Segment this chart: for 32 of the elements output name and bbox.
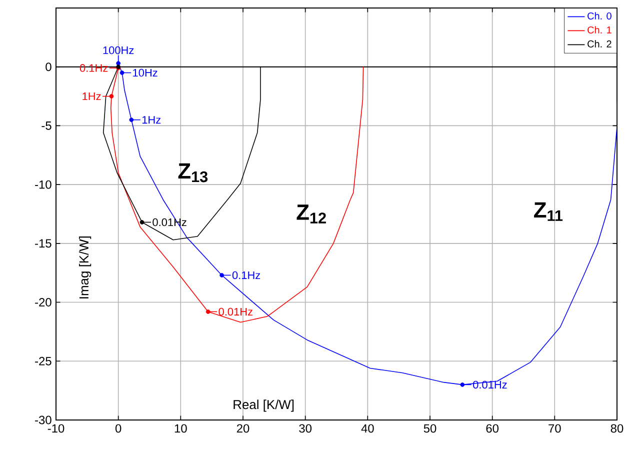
y-tick-label: -5 bbox=[42, 122, 52, 130]
x-tick-label: 20 bbox=[236, 424, 250, 433]
x-axis-title: Real [K/W] bbox=[234, 400, 294, 412]
x-tick-label: 10 bbox=[174, 424, 187, 433]
y-axis-title: Imag [K/W] bbox=[79, 236, 92, 298]
annotation: Z$_{12}$ bbox=[296, 204, 326, 224]
legend-label: Ch. 1 bbox=[588, 26, 612, 34]
y-tick-label: 0 bbox=[46, 62, 52, 72]
y-tick-label: -10 bbox=[35, 180, 52, 189]
y-tick-label: -30 bbox=[35, 416, 52, 424]
annotation: 0.1Hz bbox=[232, 271, 260, 280]
annotation: 100Hz bbox=[103, 46, 134, 54]
x-tick-label: -10 bbox=[48, 424, 64, 433]
y-tick-label: -15 bbox=[35, 239, 52, 248]
annotation: 1Hz bbox=[142, 116, 161, 124]
annotation: Z$_{11}$ bbox=[534, 202, 563, 221]
y-tick-label: -20 bbox=[35, 298, 52, 307]
y-tick-label: -25 bbox=[35, 356, 52, 366]
annotation: 10Hz bbox=[133, 68, 158, 77]
annotation: Z$_{13}$ bbox=[178, 163, 208, 182]
legend-label: Ch. 2 bbox=[588, 40, 612, 48]
annotation: 1Hz bbox=[82, 92, 101, 100]
x-tick-label: 0 bbox=[115, 424, 122, 433]
x-tick-label: 40 bbox=[361, 424, 374, 433]
x-tick-label: 70 bbox=[548, 424, 561, 433]
x-tick-label: 50 bbox=[424, 424, 436, 433]
legend-label: Ch. 0 bbox=[588, 12, 612, 20]
annotation: 0.01Hz bbox=[473, 380, 507, 389]
annotation: 0.01Hz bbox=[218, 308, 252, 316]
x-tick-label: 80 bbox=[610, 424, 624, 433]
x-tick-label: 60 bbox=[486, 424, 499, 433]
x-tick-label: 30 bbox=[299, 424, 312, 433]
